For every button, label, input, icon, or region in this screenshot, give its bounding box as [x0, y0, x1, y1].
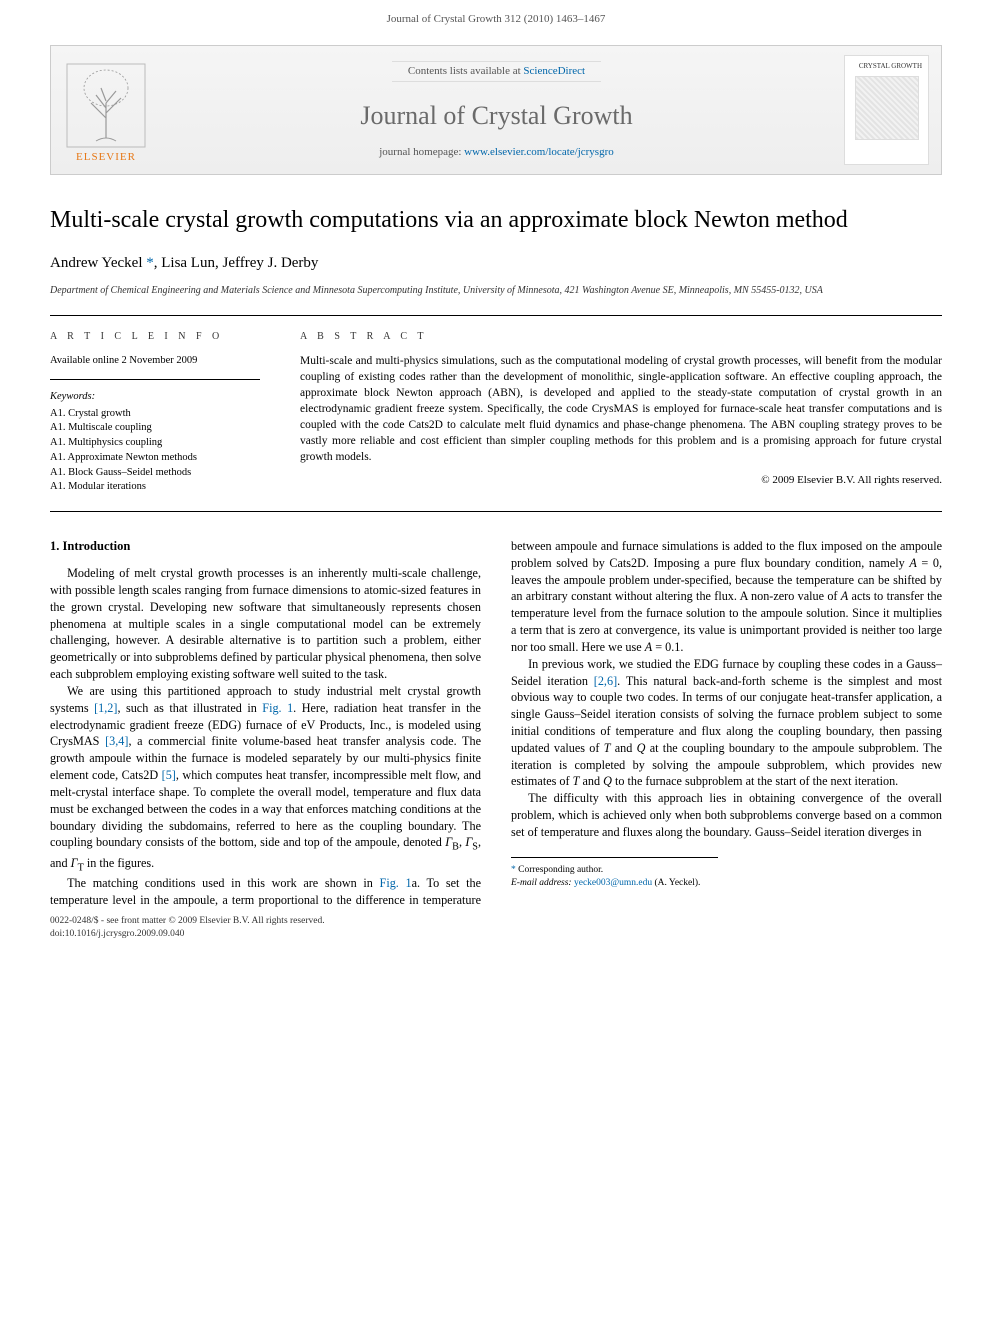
elsevier-logo: ELSEVIER — [61, 55, 151, 165]
contents-lists-line: Contents lists available at ScienceDirec… — [392, 61, 601, 82]
cover-image-icon — [855, 76, 919, 140]
keyword-item: A1. Block Gauss–Seidel methods — [50, 466, 260, 481]
citation-link[interactable]: [2,6] — [594, 674, 617, 688]
rule-bottom — [50, 511, 942, 512]
article-info-column: A R T I C L E I N F O Available online 2… — [50, 330, 260, 495]
corresponding-mark[interactable]: * — [142, 255, 153, 271]
author-2: Lisa Lun — [161, 255, 215, 271]
article-title: Multi-scale crystal growth computations … — [50, 205, 942, 235]
keyword-item: A1. Multiphysics coupling — [50, 436, 260, 451]
keyword-item: A1. Multiscale coupling — [50, 421, 260, 436]
author-list: Andrew Yeckel *, Lisa Lun, Jeffrey J. De… — [50, 253, 942, 274]
body-paragraph: We are using this partitioned approach t… — [50, 683, 481, 875]
citation-link[interactable]: [1,2] — [94, 701, 117, 715]
footer-front-matter: 0022-0248/$ - see front matter © 2009 El… — [50, 915, 942, 928]
abstract-column: A B S T R A C T Multi-scale and multi-ph… — [300, 330, 942, 495]
email-person: (A. Yeckel). — [655, 878, 701, 888]
keyword-item: A1. Approximate Newton methods — [50, 451, 260, 466]
author-1: Andrew Yeckel — [50, 255, 142, 271]
contents-prefix: Contents lists available at — [408, 65, 523, 77]
homepage-link[interactable]: www.elsevier.com/locate/jcrysgro — [464, 146, 614, 158]
available-online: Available online 2 November 2009 — [50, 354, 260, 380]
corresponding-author-block: * Corresponding author. E-mail address: … — [511, 857, 718, 890]
elsevier-tree-icon — [66, 63, 146, 148]
abstract-text: Multi-scale and multi-physics simulation… — [300, 354, 942, 465]
sciencedirect-link[interactable]: ScienceDirect — [523, 65, 585, 77]
elsevier-label: ELSEVIER — [76, 150, 136, 165]
cover-title-text: CRYSTAL GROWTH — [859, 62, 928, 72]
homepage-prefix: journal homepage: — [379, 146, 464, 158]
keyword-item: A1. Crystal growth — [50, 407, 260, 422]
citation-link[interactable]: [5] — [162, 768, 176, 782]
keywords-list: A1. Crystal growth A1. Multiscale coupli… — [50, 407, 260, 495]
running-header: Journal of Crystal Growth 312 (2010) 146… — [0, 0, 992, 45]
figure-link[interactable]: Fig. 1 — [262, 701, 293, 715]
author-3: Jeffrey J. Derby — [222, 255, 318, 271]
keyword-item: A1. Modular iterations — [50, 480, 260, 495]
body-paragraph: Modeling of melt crystal growth processe… — [50, 565, 481, 683]
banner-center: Contents lists available at ScienceDirec… — [161, 61, 832, 160]
citation-link[interactable]: [3,4] — [105, 734, 128, 748]
body-paragraph: In previous work, we studied the EDG fur… — [511, 656, 942, 791]
email-label: E-mail address: — [511, 878, 572, 888]
body-paragraph: The difficulty with this approach lies i… — [511, 790, 942, 840]
corresponding-label: Corresponding author. — [518, 865, 603, 875]
journal-cover-thumb: CRYSTAL GROWTH — [844, 55, 929, 165]
footer-doi: doi:10.1016/j.jcrysgro.2009.09.040 — [50, 928, 942, 941]
section-heading-intro: 1. Introduction — [50, 538, 481, 555]
homepage-line: journal homepage: www.elsevier.com/locat… — [161, 145, 832, 160]
abstract-heading: A B S T R A C T — [300, 330, 942, 344]
page-footer: 0022-0248/$ - see front matter © 2009 El… — [0, 909, 992, 962]
journal-name: Journal of Crystal Growth — [161, 98, 832, 134]
journal-banner: ELSEVIER Contents lists available at Sci… — [50, 45, 942, 175]
figure-link[interactable]: Fig. 1 — [380, 876, 412, 890]
abstract-copyright: © 2009 Elsevier B.V. All rights reserved… — [300, 473, 942, 488]
email-link[interactable]: yecke003@umn.edu — [574, 878, 652, 888]
meta-row: A R T I C L E I N F O Available online 2… — [50, 316, 942, 511]
article-info-heading: A R T I C L E I N F O — [50, 330, 260, 344]
asterisk-icon: * — [511, 865, 516, 875]
article-front-matter: Multi-scale crystal growth computations … — [0, 205, 992, 909]
keywords-label: Keywords: — [50, 390, 260, 405]
body-two-column: 1. Introduction Modeling of melt crystal… — [50, 538, 942, 909]
affiliation: Department of Chemical Engineering and M… — [50, 284, 942, 297]
